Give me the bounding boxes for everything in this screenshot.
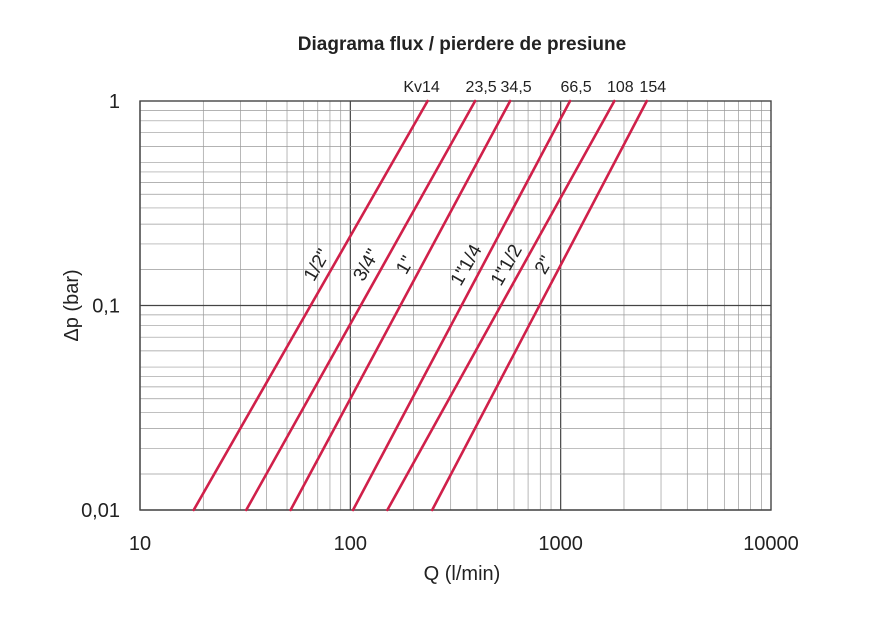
series-lines xyxy=(192,99,649,512)
chart-title: Diagrama flux / pierdere de presiune xyxy=(298,34,626,55)
series-line xyxy=(386,99,616,512)
kv-label: 66,5 xyxy=(560,79,591,96)
size-label: 1"1/4 xyxy=(447,241,487,290)
y-axis-label: Δp (bar) xyxy=(61,269,83,341)
x-tick-label: 1000 xyxy=(538,533,583,555)
tick-labels: 10 100 1000 10000 0,01 0,1 1 xyxy=(81,91,799,555)
plot-frame xyxy=(139,100,772,511)
kv-label: Kv14 xyxy=(403,79,440,96)
x-tick-label: 10 xyxy=(129,533,151,555)
series-line xyxy=(430,99,649,512)
kv-label: 34,5 xyxy=(501,79,532,96)
kv-labels: Kv14 23,5 34,5 66,5 108 154 xyxy=(403,79,666,96)
kv-label: 108 xyxy=(607,79,634,96)
series-line xyxy=(244,99,477,512)
kv-label: 23,5 xyxy=(466,79,497,96)
series-line xyxy=(192,99,429,512)
grid xyxy=(139,101,771,511)
series-line xyxy=(351,99,572,512)
y-tick-label: 0,1 xyxy=(92,296,120,318)
x-axis-label: Q (l/min) xyxy=(424,563,501,585)
y-tick-label: 1 xyxy=(109,91,120,113)
series-line xyxy=(289,99,512,512)
size-label: 2" xyxy=(531,253,558,278)
size-label: 1" xyxy=(392,253,419,278)
size-label: 3/4" xyxy=(350,246,385,285)
kv-label: 154 xyxy=(639,79,666,96)
x-tick-label: 10000 xyxy=(743,533,799,555)
size-label: 1/2" xyxy=(300,246,335,285)
size-labels: 1/2" 3/4" 1" 1"1/4 1"1/2 2" xyxy=(300,241,558,290)
y-tick-label: 0,01 xyxy=(81,500,120,522)
x-tick-label: 100 xyxy=(334,533,367,555)
